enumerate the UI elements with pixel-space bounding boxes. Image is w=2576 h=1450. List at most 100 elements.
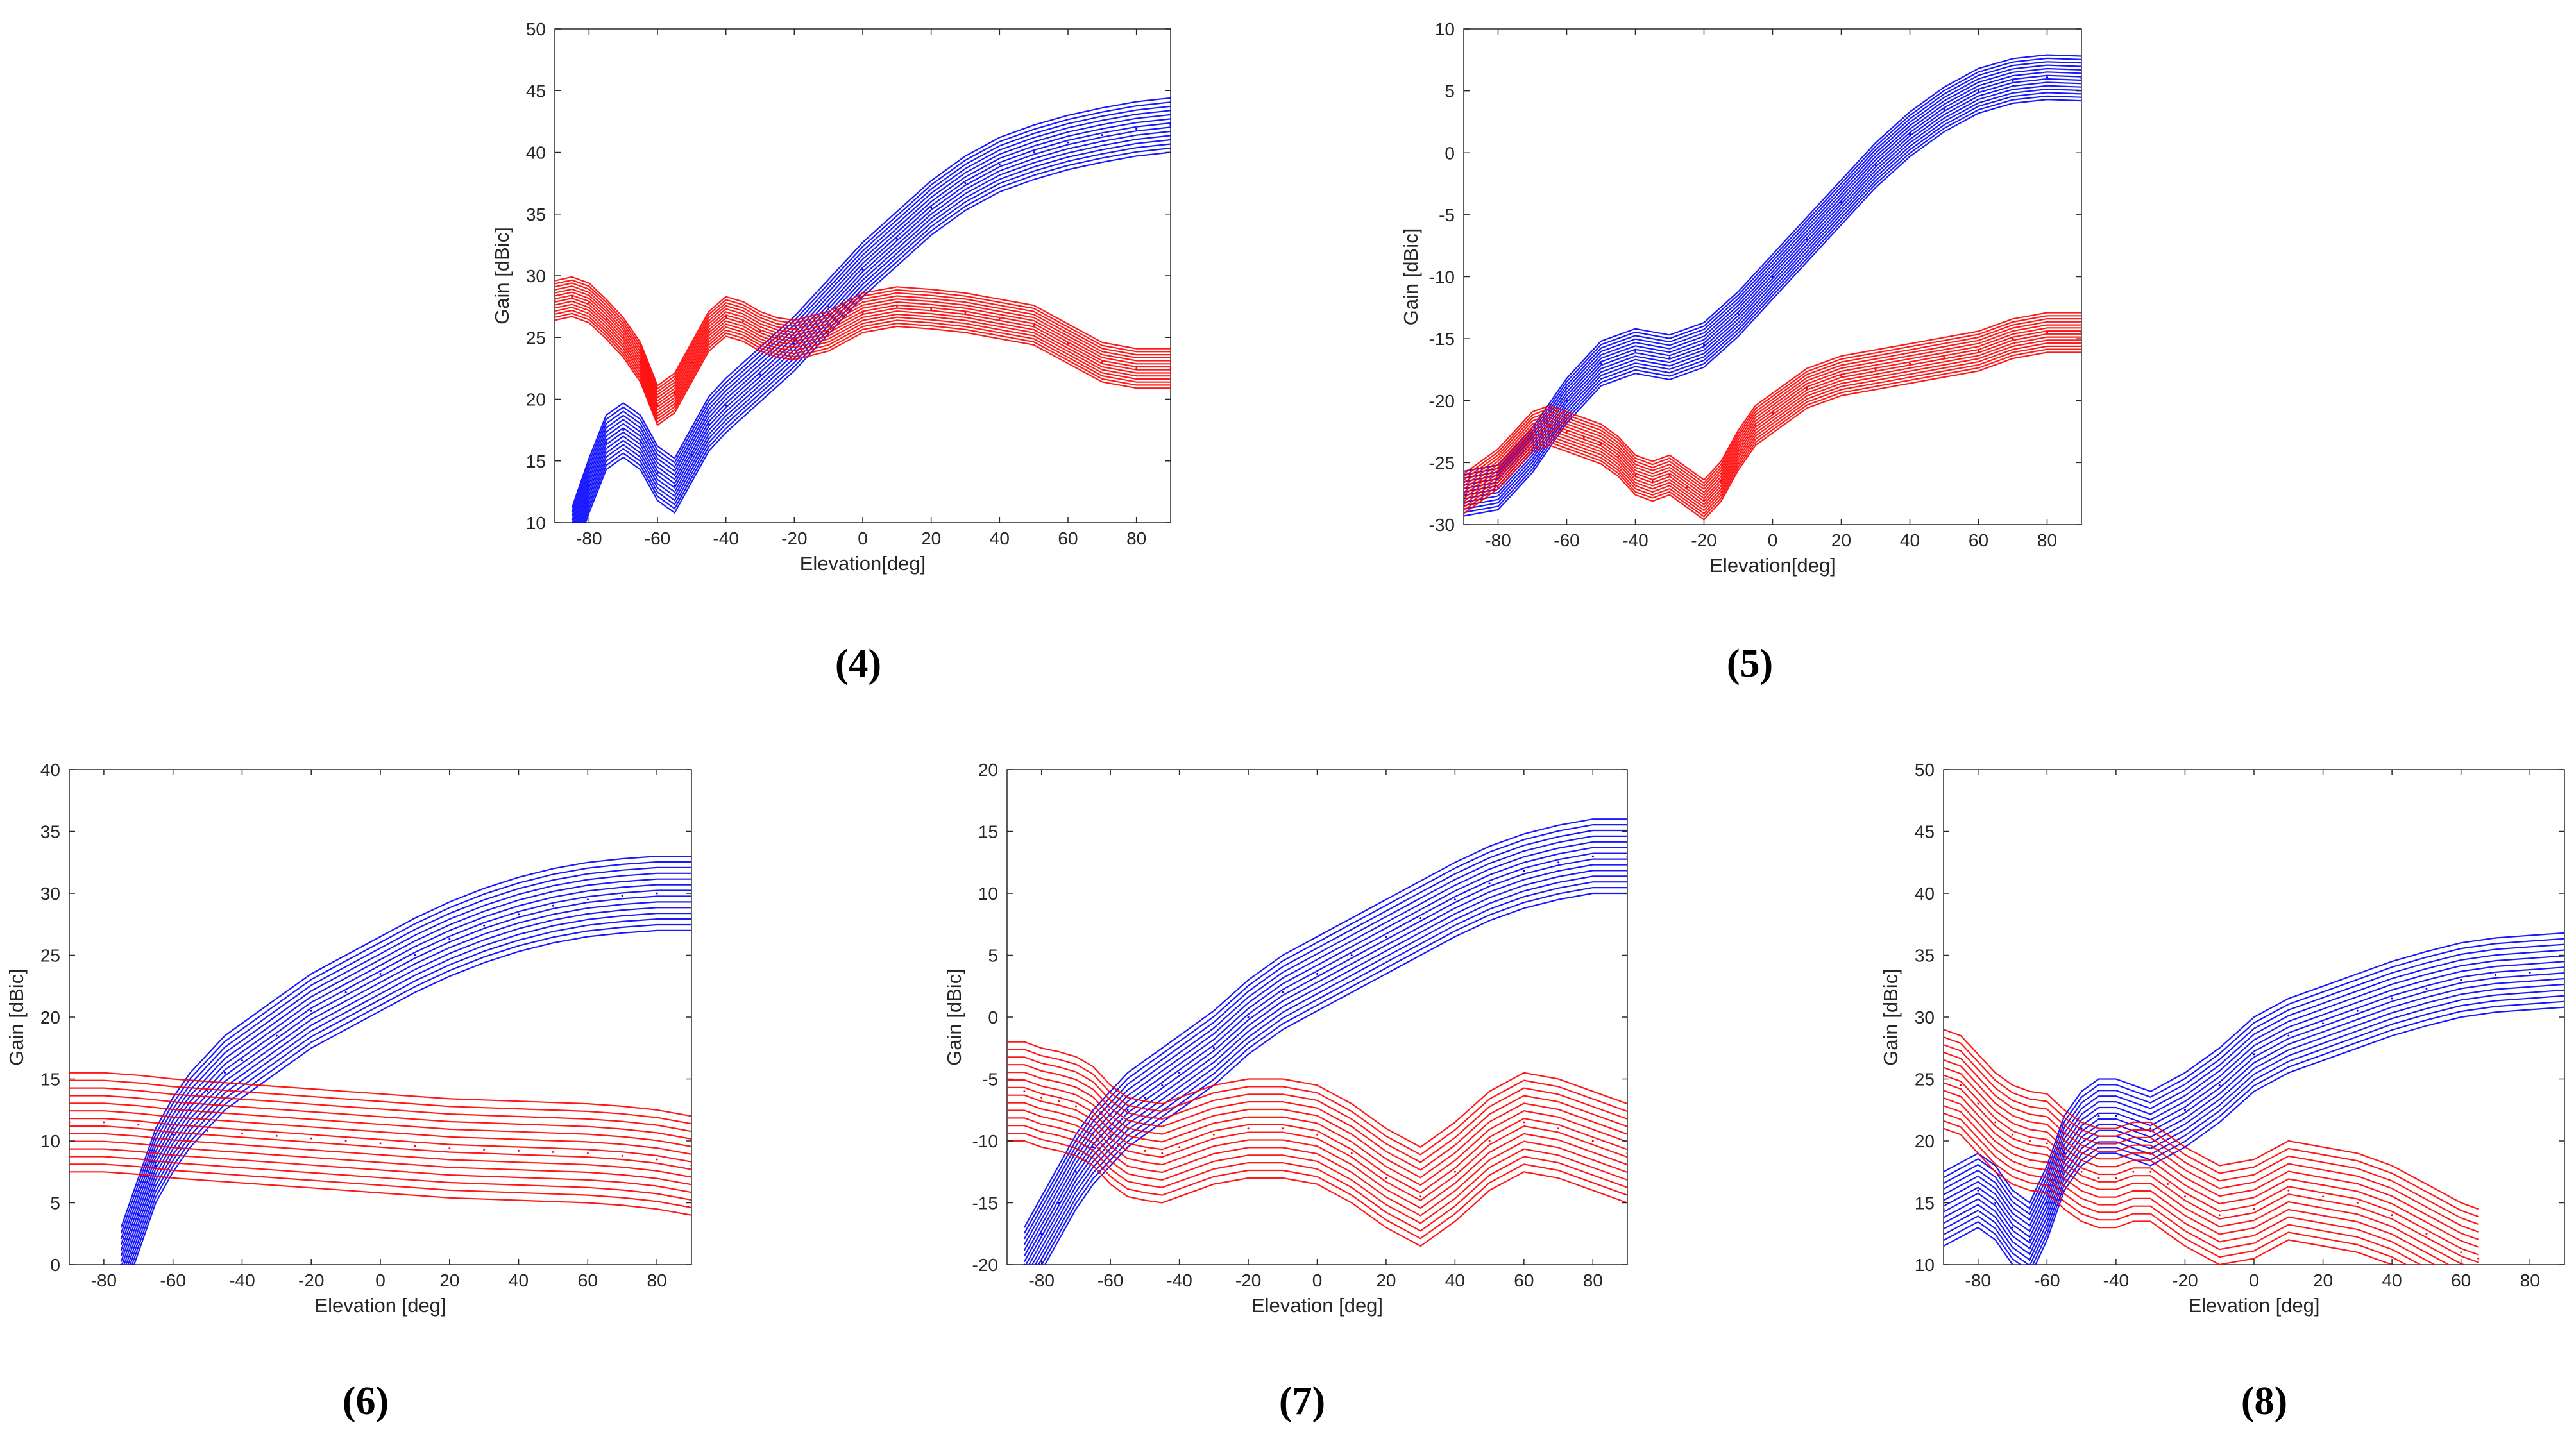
x-tick-label: -60: [645, 528, 670, 548]
series-blue: [1944, 932, 2564, 1265]
series-red-point: [2167, 1183, 2169, 1185]
series-red-point: [1943, 356, 1945, 358]
series-blue-trace: [1464, 95, 2081, 514]
y-tick-label: 20: [526, 390, 546, 410]
series-red-trace: [1944, 1105, 2436, 1265]
series-red-point: [69, 1121, 71, 1124]
series-red: [1007, 1041, 1627, 1247]
y-tick-label: 30: [526, 266, 546, 286]
panel-caption: (5): [1727, 642, 1773, 686]
y-tick-label: 0: [988, 1007, 998, 1027]
series-red-point: [552, 1151, 554, 1153]
series-red-trace: [1007, 1132, 1627, 1240]
series-red-trace: [1944, 1120, 2408, 1265]
series-red-trace: [555, 303, 1171, 414]
x-tick-label: 40: [1900, 530, 1920, 550]
series-blue-point: [2529, 972, 2531, 974]
series-red-trace: [555, 294, 1171, 405]
series-red-trace: [1007, 1071, 1627, 1179]
series-blue-trace: [120, 872, 691, 1245]
series-blue-point: [1840, 201, 1842, 203]
series-blue-point: [2183, 1109, 2186, 1111]
series-blue-point: [964, 182, 967, 185]
series-red-point: [588, 301, 590, 304]
y-tick-label: -25: [1429, 453, 1455, 473]
series-red-point: [1497, 468, 1499, 470]
series-red-point: [690, 361, 693, 364]
series-red-point: [1806, 387, 1808, 389]
series-blue-trace: [1464, 71, 2081, 489]
series-blue-trace: [1023, 852, 1627, 1263]
series-blue-point: [120, 1263, 123, 1265]
x-tick-label: -40: [713, 528, 738, 548]
series-red-trace: [1464, 321, 2081, 491]
series-blue-point: [2563, 969, 2564, 972]
series-blue-point: [1074, 1170, 1077, 1173]
series-red-point: [725, 316, 727, 317]
series-red-point: [930, 308, 933, 310]
x-axis-label: Elevation[deg]: [800, 552, 926, 575]
series-blue-trace: [120, 855, 691, 1228]
series-blue-point: [1350, 954, 1353, 956]
y-tick-label: -5: [982, 1070, 998, 1090]
x-axis-label: Elevation [deg]: [2188, 1294, 2319, 1317]
series-blue-point: [448, 938, 451, 940]
series-red-trace: [1007, 1109, 1627, 1217]
series-blue-point: [552, 904, 554, 907]
series-red-trace: [69, 1133, 691, 1178]
x-tick-label: -20: [781, 528, 807, 548]
series-red-trace: [555, 307, 1171, 417]
series-red-point: [2080, 332, 2081, 333]
x-tick-label: -20: [1691, 530, 1716, 550]
series-red-point: [207, 1130, 209, 1133]
series-red-point: [895, 305, 898, 308]
series-blue-trace: [1025, 858, 1627, 1265]
series-red-point: [1977, 1102, 1979, 1105]
series-blue-point: [1994, 1202, 1997, 1204]
series-blue-trace: [1464, 99, 2081, 517]
series-blue-point: [2356, 1009, 2359, 1012]
series-red: [555, 276, 1171, 426]
series-red-point: [1178, 1146, 1181, 1149]
series-blue-point: [2391, 997, 2393, 1000]
y-tick-label: 5: [1445, 81, 1455, 101]
series-red-trace: [1007, 1094, 1627, 1202]
series-red-trace: [69, 1079, 691, 1125]
x-tick-label: -40: [1622, 530, 1648, 550]
series-red-point: [1668, 474, 1671, 476]
series-red-point: [2046, 1142, 2048, 1145]
y-tick-label: 25: [526, 328, 546, 348]
x-tick-label: -80: [1485, 530, 1511, 550]
series-blue-point: [1316, 973, 1318, 975]
series-red-point: [1978, 350, 1979, 352]
series-blue: [1464, 54, 2081, 517]
x-tick-label: 60: [1969, 530, 1988, 550]
series-blue-trace: [1044, 892, 1627, 1265]
series-red-point: [344, 1140, 347, 1142]
chart-panel-5: -80 -60 -40 -20 0 20 40 60 80 -30 -25 -20 -15 -10 -5 0 5…: [1400, 19, 2082, 686]
y-tick-label: 5: [988, 946, 998, 966]
series-red-trace: [555, 297, 1171, 409]
series-blue-point: [224, 1072, 226, 1074]
series-blue-trace: [1464, 88, 2081, 507]
series-red-trace: [1944, 1082, 2479, 1263]
y-axis-label: Gain [dBic]: [1400, 228, 1422, 326]
series-blue-point: [2012, 1226, 2014, 1229]
series-red-point: [1074, 1105, 1077, 1108]
x-tick-label: 80: [1126, 528, 1146, 548]
series-red-trace: [69, 1102, 691, 1147]
series-blue-trace: [127, 913, 691, 1265]
series-blue-trace: [584, 151, 1171, 523]
series-red-point: [379, 1142, 382, 1145]
series-red-point: [708, 330, 710, 333]
y-tick-label: 0: [1445, 143, 1455, 163]
series-red-point: [1909, 362, 1911, 365]
series-blue-trace: [1944, 995, 2564, 1265]
series-blue-point: [586, 898, 589, 901]
series-blue-point: [1212, 1047, 1215, 1049]
series-blue-point: [1169, 124, 1171, 126]
series-blue-point: [241, 1059, 243, 1061]
x-axis-label: Elevation [deg]: [314, 1294, 446, 1317]
series-blue-point: [1161, 1084, 1164, 1086]
